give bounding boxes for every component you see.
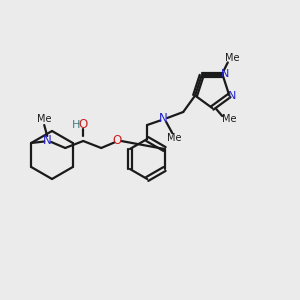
Text: O: O — [112, 134, 122, 148]
Text: N: N — [228, 91, 236, 100]
Text: H: H — [72, 120, 80, 130]
Text: O: O — [79, 118, 88, 131]
Text: Me: Me — [167, 133, 182, 143]
Text: N: N — [159, 112, 168, 125]
Text: Me: Me — [224, 53, 239, 63]
Text: N: N — [220, 69, 229, 80]
Text: Me: Me — [37, 114, 52, 124]
Text: Me: Me — [222, 114, 236, 124]
Text: N: N — [43, 134, 52, 146]
